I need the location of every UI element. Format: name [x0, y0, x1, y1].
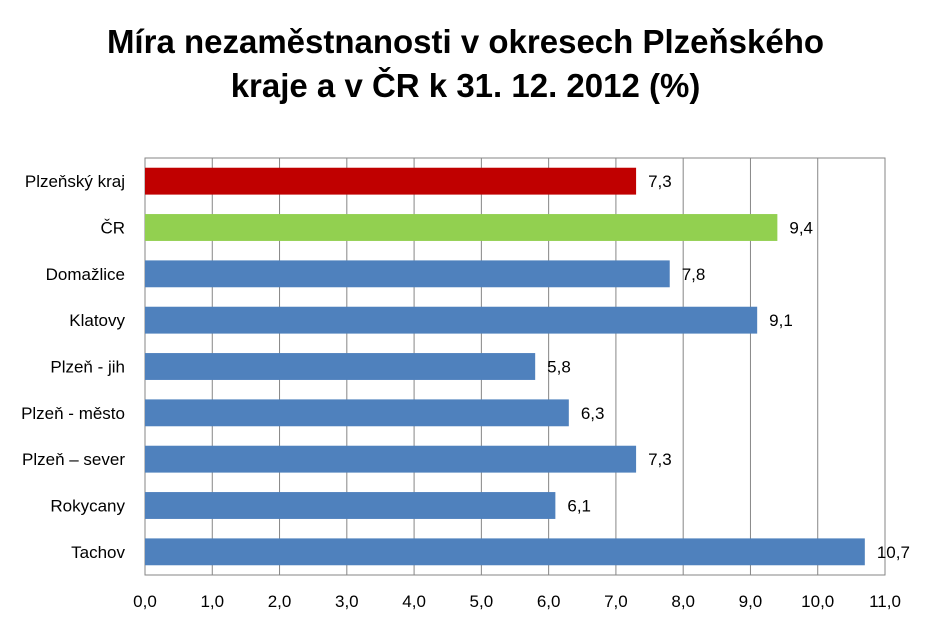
x-tick-label: 0,0: [133, 592, 157, 611]
bar: [145, 492, 556, 519]
bar: [145, 214, 778, 241]
bar: [145, 353, 536, 380]
category-label: Klatovy: [69, 311, 125, 330]
value-label: 6,3: [581, 404, 605, 423]
category-label: Rokycany: [50, 497, 125, 516]
value-label: 10,7: [877, 543, 910, 562]
x-tick-label: 5,0: [470, 592, 494, 611]
value-label: 6,1: [567, 497, 591, 516]
value-label: 9,1: [769, 311, 793, 330]
value-label: 7,8: [682, 265, 706, 284]
category-label: ČR: [100, 219, 125, 238]
bar: [145, 399, 569, 427]
category-label: Plzeň - město: [21, 404, 125, 423]
bar: [145, 260, 670, 288]
category-label: Tachov: [71, 543, 125, 562]
chart-title-line-2: kraje a v ČR k 31. 12. 2012 (%): [230, 67, 701, 104]
x-tick-label: 8,0: [671, 592, 695, 611]
x-tick-label: 3,0: [335, 592, 359, 611]
category-label: Plzeňský kraj: [25, 172, 125, 191]
chart-title-line-1: Míra nezaměstnanosti v okresech Plzeňské…: [106, 23, 825, 60]
value-label: 5,8: [547, 358, 571, 377]
x-tick-label: 1,0: [200, 592, 224, 611]
x-tick-label: 6,0: [537, 592, 561, 611]
x-tick-label: 11,0: [869, 592, 901, 611]
value-label: 7,3: [648, 172, 672, 191]
x-tick-label: 4,0: [402, 592, 426, 611]
x-tick-label: 2,0: [268, 592, 292, 611]
chart-title: Míra nezaměstnanosti v okresech Plzeňské…: [0, 20, 931, 108]
value-labels: 7,3 9,4 7,8 9,1 5,8 6,3 7,3 6,1 10,7: [547, 172, 910, 562]
value-label: 7,3: [648, 450, 672, 469]
bar: [145, 445, 637, 473]
bar: [145, 306, 758, 334]
category-label: Plzeň – sever: [22, 450, 125, 469]
x-tick-label: 7,0: [604, 592, 628, 611]
x-tick-label: 9,0: [739, 592, 763, 611]
value-label: 9,4: [789, 219, 813, 238]
category-labels: Plzeňský kraj ČR Domažlice Klatovy Plzeň - j…: [21, 172, 125, 562]
bars: [145, 167, 865, 566]
x-tick-label: 10,0: [801, 592, 834, 611]
bar: [145, 538, 865, 566]
category-label: Plzeň - jih: [50, 358, 125, 377]
category-label: Domažlice: [46, 265, 125, 284]
x-tick-labels: 0,0 1,0 2,0 3,0 4,0 5,0 6,0 7,0 8,0 9,0 10,0 11,0: [133, 592, 901, 611]
bar: [145, 167, 637, 195]
